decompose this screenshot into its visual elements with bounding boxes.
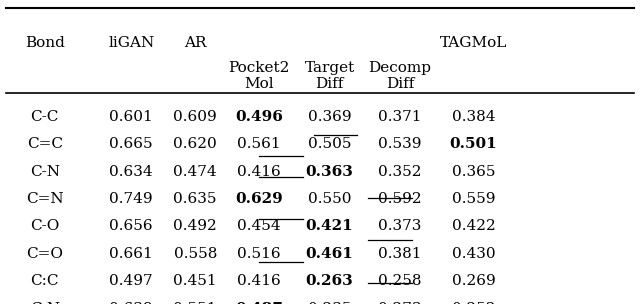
Text: 0.416: 0.416 bbox=[237, 274, 281, 288]
Text: 0.551: 0.551 bbox=[173, 302, 217, 304]
Text: 0.422: 0.422 bbox=[452, 219, 495, 233]
Text: 0.235: 0.235 bbox=[308, 302, 351, 304]
Text: 0.461: 0.461 bbox=[306, 247, 353, 261]
Text: 0.505: 0.505 bbox=[308, 137, 351, 151]
Text: 0.497: 0.497 bbox=[109, 274, 153, 288]
Text: 0.263: 0.263 bbox=[306, 274, 353, 288]
Text: C=C: C=C bbox=[27, 137, 63, 151]
Text: 0.416: 0.416 bbox=[237, 165, 281, 179]
Text: 0.384: 0.384 bbox=[452, 110, 495, 124]
Text: 0.656: 0.656 bbox=[109, 219, 153, 233]
Text: 0.558: 0.558 bbox=[173, 247, 217, 261]
Text: Pocket2
Mol: Pocket2 Mol bbox=[228, 61, 290, 91]
Text: C-O: C-O bbox=[30, 219, 60, 233]
Text: 0.430: 0.430 bbox=[452, 247, 495, 261]
Text: TAGMoL: TAGMoL bbox=[440, 36, 508, 50]
Text: liGAN: liGAN bbox=[108, 36, 154, 50]
Text: 0.258: 0.258 bbox=[378, 274, 422, 288]
Text: C-N: C-N bbox=[30, 165, 60, 179]
Text: 0.454: 0.454 bbox=[237, 219, 281, 233]
Text: 0.665: 0.665 bbox=[109, 137, 153, 151]
Text: 0.373: 0.373 bbox=[378, 219, 422, 233]
Text: 0.269: 0.269 bbox=[452, 274, 495, 288]
Text: Bond: Bond bbox=[25, 36, 65, 50]
Text: 0.501: 0.501 bbox=[450, 137, 497, 151]
Text: 0.620: 0.620 bbox=[173, 137, 217, 151]
Text: 0.352: 0.352 bbox=[378, 165, 422, 179]
Text: 0.451: 0.451 bbox=[173, 274, 217, 288]
Text: 0.561: 0.561 bbox=[237, 137, 281, 151]
Text: 0.474: 0.474 bbox=[173, 165, 217, 179]
Text: 0.550: 0.550 bbox=[308, 192, 351, 206]
Text: 0.592: 0.592 bbox=[378, 192, 422, 206]
Text: 0.634: 0.634 bbox=[109, 165, 153, 179]
Text: 0.609: 0.609 bbox=[173, 110, 217, 124]
Text: C=N: C=N bbox=[26, 192, 63, 206]
Text: 0.661: 0.661 bbox=[109, 247, 153, 261]
Text: 0.601: 0.601 bbox=[109, 110, 153, 124]
Text: 0.363: 0.363 bbox=[306, 165, 353, 179]
Text: 0.638: 0.638 bbox=[109, 302, 153, 304]
Text: 0.381: 0.381 bbox=[378, 247, 422, 261]
Text: C-C: C-C bbox=[31, 110, 59, 124]
Text: 0.629: 0.629 bbox=[236, 192, 283, 206]
Text: C=O: C=O bbox=[26, 247, 63, 261]
Text: Target
Diff: Target Diff bbox=[305, 61, 355, 91]
Text: 0.516: 0.516 bbox=[237, 247, 281, 261]
Text: 0.496: 0.496 bbox=[236, 110, 283, 124]
Text: 0.559: 0.559 bbox=[452, 192, 495, 206]
Text: 0.749: 0.749 bbox=[109, 192, 153, 206]
Text: C:N: C:N bbox=[29, 302, 60, 304]
Text: 0.273: 0.273 bbox=[378, 302, 422, 304]
Text: AR: AR bbox=[184, 36, 207, 50]
Text: 0.539: 0.539 bbox=[378, 137, 422, 151]
Text: 0.635: 0.635 bbox=[173, 192, 217, 206]
Text: 0.492: 0.492 bbox=[173, 219, 217, 233]
Text: C:C: C:C bbox=[31, 274, 59, 288]
Text: 0.369: 0.369 bbox=[308, 110, 351, 124]
Text: 0.252: 0.252 bbox=[452, 302, 495, 304]
Text: Decomp
Diff: Decomp Diff bbox=[369, 61, 431, 91]
Text: 0.487: 0.487 bbox=[236, 302, 283, 304]
Text: 0.421: 0.421 bbox=[306, 219, 353, 233]
Text: 0.365: 0.365 bbox=[452, 165, 495, 179]
Text: 0.371: 0.371 bbox=[378, 110, 422, 124]
